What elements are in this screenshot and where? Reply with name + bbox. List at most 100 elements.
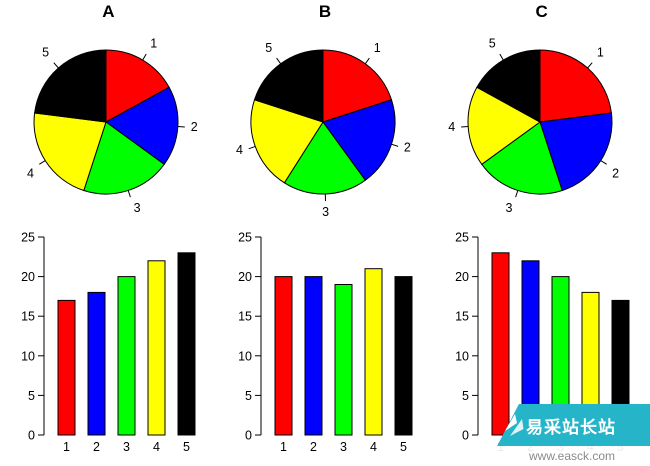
bar-B-4 <box>364 268 383 436</box>
pie-slice-label: 1 <box>597 46 604 60</box>
pie-A-slice-5 <box>34 49 107 123</box>
bar-A-1 <box>57 299 76 436</box>
pie-chart-b: 1 2 3 4 5 <box>236 41 411 219</box>
pie-label-tick <box>39 160 46 165</box>
pie-label-tick <box>364 57 370 65</box>
x-tick-label: 4 <box>370 440 377 454</box>
pie-slice-label: 2 <box>612 167 619 181</box>
pie-slice-label: 5 <box>265 41 272 55</box>
pie-A-slice-2 <box>105 86 179 165</box>
pie-slice-label: 4 <box>448 120 455 134</box>
y-tick-label: 25 <box>21 231 35 245</box>
pie-label-tick <box>248 145 256 150</box>
pie-chart-a: 1 2 3 4 5 <box>27 37 198 215</box>
y-tick-label: 5 <box>245 389 252 403</box>
bar-chart-b: 0 5 10 15 20 25 1 2 3 4 5 <box>238 231 413 454</box>
bar-B-2 <box>304 276 323 436</box>
pie-label-tick <box>514 190 518 198</box>
pie-C-slice-4 <box>467 86 541 165</box>
pie-C-slice-2 <box>539 112 613 192</box>
pie-B-slice-3 <box>283 121 366 195</box>
watermark-logo-icon <box>505 414 524 436</box>
y-tick-label: 25 <box>238 231 252 245</box>
y-tick-label: 25 <box>455 231 469 245</box>
x-tick-label: 1 <box>63 440 70 454</box>
pie-slice-label: 2 <box>191 120 198 134</box>
y-tick-label: 5 <box>28 389 35 403</box>
bar-A-3 <box>117 276 136 436</box>
bar-A-5 <box>177 252 196 436</box>
y-tick-label: 0 <box>462 429 469 443</box>
bar-B-5 <box>394 276 413 436</box>
pie-A-slice-4 <box>33 112 107 192</box>
pie-C-slice-5 <box>475 49 541 123</box>
pie-slice-label: 1 <box>374 41 381 55</box>
panel-b-title: B <box>318 2 332 21</box>
watermark-url: www.easck.com <box>494 446 650 466</box>
watermark-banner: 易采站长站 <box>497 404 650 446</box>
pie-label-tick <box>460 126 468 128</box>
pie-slice-label: 5 <box>488 37 495 51</box>
pie-B-slice-2 <box>322 99 396 181</box>
y-tick-label: 10 <box>238 349 252 363</box>
pie-A-slice-1 <box>105 49 171 123</box>
pie-A-slice-3 <box>83 121 166 195</box>
pie-slice-label: 4 <box>27 167 34 181</box>
bar-A-2 <box>87 291 106 436</box>
x-tick-label: 5 <box>183 440 190 454</box>
bar-chart-a: 0 5 10 15 20 25 1 2 3 4 5 <box>21 231 196 454</box>
pie-B-slice-1 <box>322 49 393 123</box>
x-tick-label: 2 <box>93 440 100 454</box>
pie-C-slice-1 <box>539 49 612 123</box>
pie-chart-c: 1 2 3 4 5 <box>448 37 619 215</box>
pie-slice-label: 1 <box>151 37 158 51</box>
pie-label-tick <box>128 190 132 198</box>
panel-a: A 1 2 3 4 5 0 5 10 15 20 25 1 2 3 4 5 <box>0 0 217 466</box>
pie-slice-label: 4 <box>236 143 243 157</box>
x-tick-label: 1 <box>280 440 287 454</box>
pie-slice-label: 3 <box>134 201 141 215</box>
pie-label-tick <box>276 57 282 65</box>
bar-B-1 <box>274 276 293 436</box>
y-tick-label: 10 <box>21 349 35 363</box>
panel-b: B 1 2 3 4 5 0 5 10 15 20 25 1 2 3 4 5 <box>217 0 434 466</box>
pie-slice-label: 5 <box>42 46 49 60</box>
panel-c-title: C <box>535 2 548 21</box>
panel-c: C 1 2 3 4 5 0 5 10 15 20 25 1 2 3 4 5 <box>433 0 650 466</box>
y-tick-label: 15 <box>455 310 469 324</box>
x-tick-label: 4 <box>153 440 160 454</box>
y-tick-label: 0 <box>28 429 35 443</box>
x-tick-label: 5 <box>400 440 407 454</box>
pie-slice-label: 3 <box>322 205 329 219</box>
y-tick-label: 5 <box>462 389 469 403</box>
pie-C-slice-3 <box>480 121 563 195</box>
bar-A-4 <box>147 260 166 436</box>
bar-B-3 <box>334 284 353 436</box>
bar-C-1 <box>491 252 510 436</box>
x-tick-label: 3 <box>340 440 347 454</box>
watermark-title: 易采站长站 <box>526 417 616 437</box>
y-tick-label: 15 <box>238 310 252 324</box>
pie-B-slice-5 <box>253 49 324 123</box>
y-tick-label: 20 <box>455 270 469 284</box>
x-tick-label: 3 <box>123 440 130 454</box>
x-tick-label: 2 <box>310 440 317 454</box>
pie-label-tick <box>600 160 607 165</box>
watermark: 易采站长站 www.easck.com <box>494 404 650 466</box>
pie-slice-label: 2 <box>404 141 411 155</box>
y-tick-label: 0 <box>245 429 252 443</box>
pie-label-tick <box>53 62 60 69</box>
y-tick-label: 20 <box>238 270 252 284</box>
pie-label-tick <box>178 126 186 128</box>
pie-label-tick <box>391 143 399 147</box>
y-tick-label: 10 <box>455 349 469 363</box>
panel-a-title: A <box>102 2 115 21</box>
pie-label-tick <box>142 53 147 61</box>
pie-label-tick <box>499 53 504 61</box>
pie-slice-label: 3 <box>505 201 512 215</box>
y-tick-label: 20 <box>21 270 35 284</box>
y-tick-label: 15 <box>21 310 35 324</box>
pie-label-tick <box>586 62 593 69</box>
